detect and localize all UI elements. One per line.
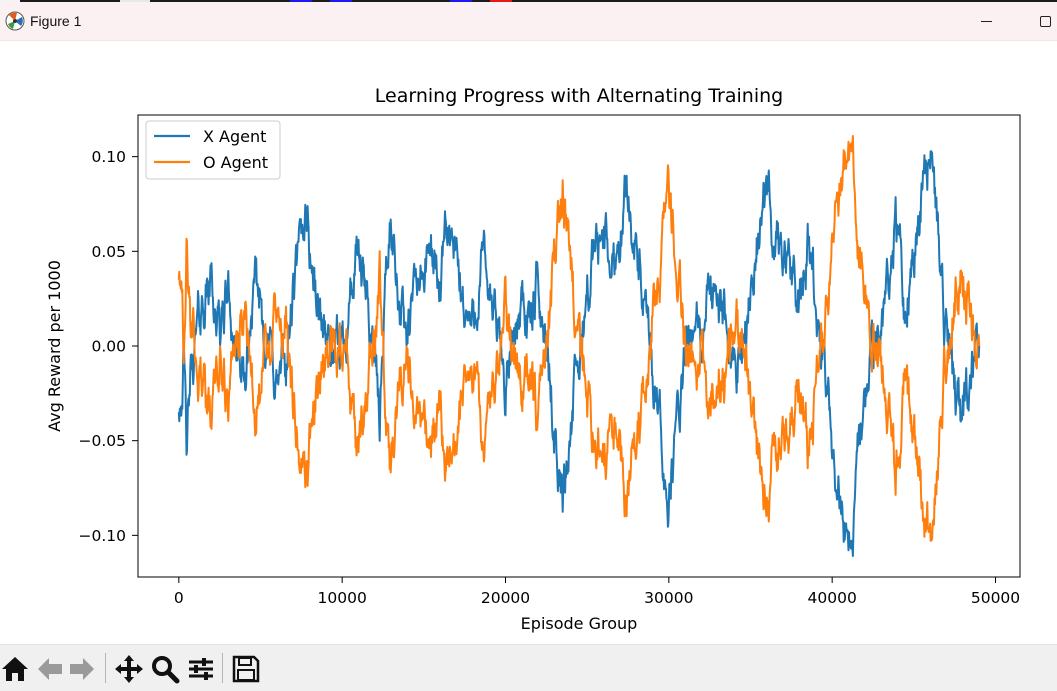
y-axis-label: Avg Reward per 1000 (45, 260, 64, 432)
navigation-toolbar (0, 644, 1057, 691)
chart-title: Learning Progress with Alternating Train… (375, 85, 783, 107)
axes-frame (137, 114, 1021, 578)
pan-button[interactable] (114, 654, 144, 684)
maximize-button[interactable] (1035, 10, 1057, 32)
x-tick-label: 50000 (971, 589, 1020, 607)
toolbar-separator (222, 653, 223, 683)
arrow-right-icon (70, 658, 94, 680)
x-tick-label: 20000 (481, 589, 530, 607)
floppy-disk-icon (232, 655, 260, 683)
forward-button[interactable] (67, 654, 97, 684)
window-titlebar: Figure 1 (0, 2, 1057, 41)
back-button[interactable] (35, 654, 65, 684)
home-button[interactable] (0, 654, 30, 684)
x-tick-label: 30000 (644, 589, 693, 607)
toolbar-separator (105, 653, 106, 683)
x-tick-label: 40000 (808, 589, 857, 607)
y-axis: −0.10 −0.05 0.00 0.05 0.10 (79, 148, 138, 545)
matplotlib-icon (5, 11, 25, 31)
save-button[interactable] (231, 654, 261, 684)
x-axis-label: Episode Group (521, 614, 638, 633)
y-tick-label: 0.00 (91, 338, 126, 356)
legend: X Agent O Agent (145, 120, 281, 180)
x-axis: 0 10000 20000 30000 40000 50000 (174, 577, 1020, 607)
line-chart: Learning Progress with Alternating Train… (45, 85, 1021, 633)
move-icon (115, 655, 143, 683)
configure-subplots-button[interactable] (186, 654, 216, 684)
y-tick-label: −0.10 (79, 527, 127, 545)
series-line-o-agent (177, 135, 981, 542)
arrow-left-icon (38, 658, 62, 680)
x-tick-label: 10000 (318, 589, 367, 607)
minimize-button[interactable] (975, 10, 999, 32)
legend-label-o-agent: O Agent (203, 153, 268, 172)
legend-label-x-agent: X Agent (203, 127, 266, 146)
sliders-icon (189, 658, 213, 680)
plot-area (177, 135, 981, 557)
series-line-x-agent (177, 150, 981, 557)
figure-canvas[interactable]: Learning Progress with Alternating Train… (0, 41, 1057, 644)
magnifier-icon (152, 656, 180, 684)
y-tick-label: 0.10 (91, 148, 126, 166)
zoom-button[interactable] (150, 654, 180, 684)
y-tick-label: −0.05 (79, 432, 127, 450)
x-tick-label: 0 (174, 589, 184, 607)
home-icon (2, 657, 28, 681)
window-title: Figure 1 (30, 13, 82, 29)
y-tick-label: 0.05 (91, 243, 126, 261)
